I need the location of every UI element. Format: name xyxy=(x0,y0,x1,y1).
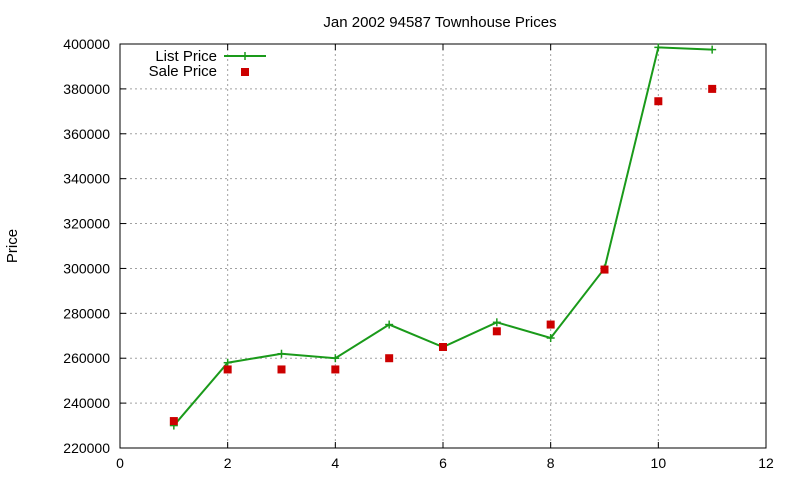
y-tick-label: 300000 xyxy=(63,260,110,276)
data-point xyxy=(439,343,447,351)
x-tick-label: 6 xyxy=(439,455,447,471)
chart-title: Jan 2002 94587 Townhouse Prices xyxy=(323,14,556,31)
x-tick-label: 0 xyxy=(116,455,124,471)
data-point xyxy=(492,327,501,336)
data-point xyxy=(708,45,717,54)
data-point xyxy=(654,43,663,52)
y-tick-label: 380000 xyxy=(63,81,110,97)
data-point xyxy=(277,365,286,374)
y-tick-label: 320000 xyxy=(63,216,110,232)
y-tick-label: 220000 xyxy=(63,440,110,456)
legend-marker xyxy=(241,68,249,76)
data-point xyxy=(546,320,555,329)
data-point xyxy=(546,334,555,343)
y-tick-label: 400000 xyxy=(63,36,110,52)
data-point xyxy=(169,417,178,426)
series-sale-price xyxy=(169,84,717,426)
y-tick-label: 260000 xyxy=(63,350,110,366)
data-point xyxy=(385,354,394,363)
data-point xyxy=(331,354,340,363)
y-tick-label: 240000 xyxy=(63,395,110,411)
data-point xyxy=(600,265,609,274)
y-tick-label: 360000 xyxy=(63,126,110,142)
data-point xyxy=(492,318,501,327)
x-tick-label: 8 xyxy=(547,455,555,471)
data-point xyxy=(708,84,717,93)
x-tick-label: 12 xyxy=(758,455,774,471)
series-list-price xyxy=(169,43,717,430)
series-layer xyxy=(169,43,717,430)
data-point xyxy=(223,358,232,367)
data-point xyxy=(331,365,340,374)
data-point xyxy=(277,349,286,358)
legend-label: Sale Price xyxy=(149,63,217,80)
data-point xyxy=(223,365,232,374)
data-point xyxy=(654,97,663,106)
y-tick-label: 280000 xyxy=(63,305,110,321)
axis-ticks: 0 2 4 6 8 10 12 220000 240000 260000 280000 300000 3… xyxy=(63,36,774,471)
legend-label: List Price xyxy=(155,48,217,65)
y-axis-title: Price xyxy=(4,229,21,263)
y-tick-label: 340000 xyxy=(63,171,110,187)
data-point xyxy=(385,320,394,329)
x-tick-label: 2 xyxy=(224,455,232,471)
x-tick-label: 10 xyxy=(651,455,667,471)
x-tick-label: 4 xyxy=(331,455,339,471)
grid-lines xyxy=(120,44,766,448)
legend-marker xyxy=(241,52,249,60)
